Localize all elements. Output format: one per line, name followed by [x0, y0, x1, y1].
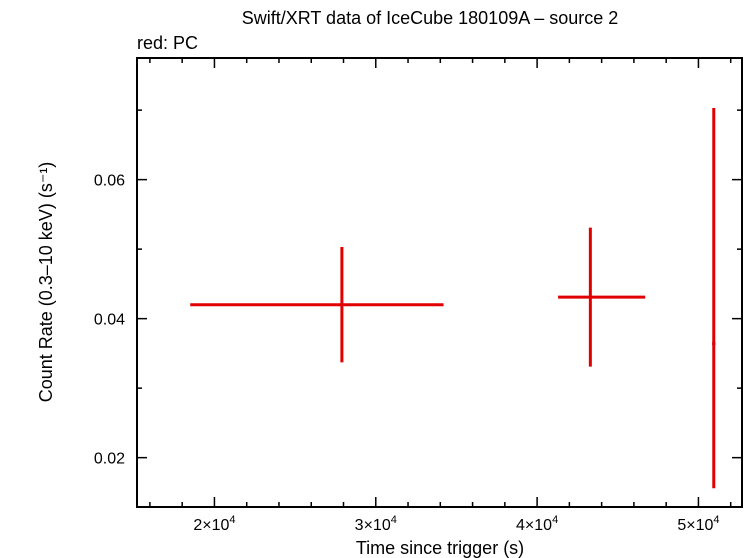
axis-tick-labels: 2×104 3×104 4×104 5×104 0.02 0.04 0.06 [94, 173, 720, 534]
x-tick-label: 4×104 [516, 514, 558, 534]
x-tick-label: 5×104 [677, 514, 719, 534]
data-points [190, 108, 716, 489]
x-axis-label: Time since trigger (s) [356, 538, 524, 558]
plot-frame [136, 57, 743, 508]
y-axis-label: Count Rate (0.3–10 keV) (s⁻¹) [36, 162, 56, 403]
chart-title: Swift/XRT data of IceCube 180109A – sour… [242, 8, 619, 28]
chart-subtitle: red: PC [137, 33, 198, 53]
axis-ticks [137, 58, 742, 507]
y-tick-label: 0.02 [94, 451, 125, 468]
y-tick-label: 0.06 [94, 173, 125, 190]
x-tick-label: 3×104 [355, 514, 397, 534]
x-tick-label: 2×104 [193, 514, 235, 534]
y-tick-label: 0.04 [94, 312, 125, 329]
